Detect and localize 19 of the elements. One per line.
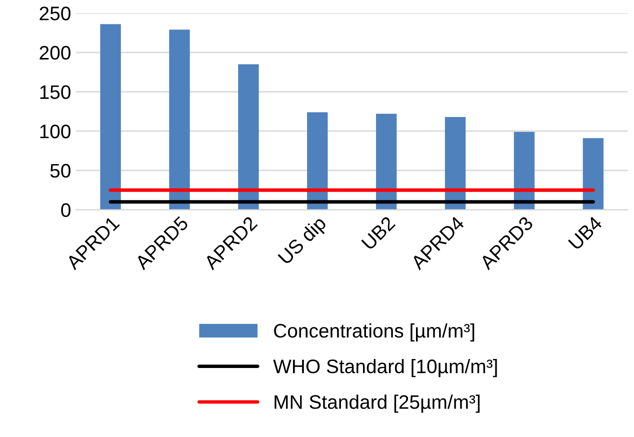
x-tick-label: US dip	[277, 215, 330, 268]
legend-label: WHO Standard [10µm/m³]	[273, 359, 497, 378]
bar	[376, 114, 397, 210]
bar	[307, 112, 328, 210]
bar	[238, 64, 259, 210]
bar	[169, 30, 190, 210]
x-tick-label: UB2	[361, 216, 396, 250]
y-tick-label: 0	[61, 203, 70, 217]
bar	[582, 138, 604, 210]
legend-label: MN Standard [25µm/m³]	[274, 394, 480, 413]
y-tick-label: 250	[40, 6, 70, 20]
bar	[444, 116, 466, 210]
y-tick-label: 50	[50, 164, 70, 178]
y-tick-label: 150	[40, 85, 70, 100]
x-tick-label: UB4	[568, 216, 603, 250]
y-tick-label: 200	[40, 46, 70, 60]
y-tick-label: 100	[40, 124, 70, 138]
bar	[100, 24, 121, 210]
legend-label: Concentrations [µm/m³]	[274, 323, 474, 342]
